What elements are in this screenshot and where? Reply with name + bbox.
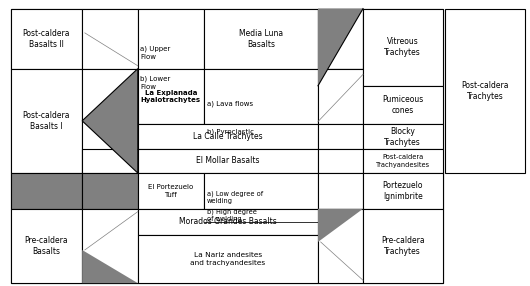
- Bar: [318, 149, 363, 173]
- Bar: [82, 209, 138, 283]
- Bar: [204, 69, 318, 139]
- Text: Pumiceous
cones: Pumiceous cones: [382, 95, 423, 115]
- Bar: [138, 69, 204, 97]
- Bar: [138, 124, 318, 149]
- Text: La Nariz andesites
and trachyandesites: La Nariz andesites and trachyandesites: [190, 252, 266, 266]
- Text: a) Low degree of
welding: a) Low degree of welding: [207, 190, 263, 204]
- Text: a) Lava flows: a) Lava flows: [207, 100, 253, 107]
- Bar: [138, 9, 204, 97]
- Polygon shape: [318, 209, 363, 242]
- Bar: [138, 149, 318, 173]
- Text: Post-caldera
Basalts II: Post-caldera Basalts II: [23, 29, 70, 49]
- Text: b) Pyroclastic: b) Pyroclastic: [207, 128, 254, 135]
- Polygon shape: [318, 9, 363, 86]
- Text: Post-caldera
Basalts I: Post-caldera Basalts I: [23, 111, 70, 131]
- Bar: [363, 124, 443, 149]
- Text: Morados Grandes Basalts: Morados Grandes Basalts: [179, 217, 277, 226]
- Bar: [318, 209, 363, 283]
- Text: Portezuelo
Ignimbrite: Portezuelo Ignimbrite: [383, 181, 423, 201]
- Bar: [138, 209, 318, 235]
- Text: a) Upper
Flow: a) Upper Flow: [140, 46, 171, 60]
- Text: El Portezuelo
Tuff: El Portezuelo Tuff: [148, 184, 193, 198]
- Bar: [11, 209, 82, 283]
- Bar: [318, 173, 363, 209]
- Bar: [318, 9, 363, 69]
- Bar: [318, 9, 363, 69]
- Bar: [82, 9, 138, 69]
- Text: b) High degree
of welding: b) High degree of welding: [207, 208, 257, 222]
- Bar: [204, 9, 318, 69]
- Bar: [363, 149, 443, 173]
- Text: La Calle Trachytes: La Calle Trachytes: [193, 132, 263, 141]
- Bar: [318, 124, 363, 149]
- Bar: [11, 9, 82, 69]
- Bar: [204, 209, 318, 222]
- Bar: [445, 9, 525, 173]
- Text: El Mollar Basalts: El Mollar Basalts: [196, 156, 260, 165]
- Bar: [318, 69, 363, 124]
- Bar: [204, 173, 318, 222]
- Text: b) Lower
Flow: b) Lower Flow: [140, 76, 171, 90]
- Text: La Explanada
Hyalotrachytes: La Explanada Hyalotrachytes: [141, 90, 201, 103]
- Bar: [138, 173, 204, 209]
- Text: Pre-caldera
Basalts: Pre-caldera Basalts: [24, 236, 68, 256]
- Bar: [138, 69, 204, 124]
- Text: Post-caldera
Trachyandesites: Post-caldera Trachyandesites: [376, 154, 430, 168]
- Polygon shape: [82, 69, 138, 173]
- Bar: [363, 209, 443, 283]
- Bar: [82, 149, 138, 173]
- Bar: [363, 9, 443, 86]
- Text: Vitreous
Trachytes: Vitreous Trachytes: [384, 37, 421, 57]
- Bar: [82, 173, 138, 209]
- Bar: [11, 9, 443, 283]
- Bar: [11, 173, 82, 209]
- Text: Blocky
Trachytes: Blocky Trachytes: [384, 126, 421, 147]
- Bar: [204, 124, 318, 139]
- Bar: [11, 69, 82, 173]
- Text: Media Luna
Basalts: Media Luna Basalts: [239, 29, 283, 49]
- Text: Pre-caldera
Trachytes: Pre-caldera Trachytes: [381, 236, 425, 256]
- Text: Post-caldera
Trachytes: Post-caldera Trachytes: [461, 81, 509, 101]
- Polygon shape: [82, 250, 138, 283]
- Bar: [138, 235, 318, 283]
- Bar: [363, 173, 443, 209]
- Bar: [363, 86, 443, 124]
- Bar: [82, 69, 138, 173]
